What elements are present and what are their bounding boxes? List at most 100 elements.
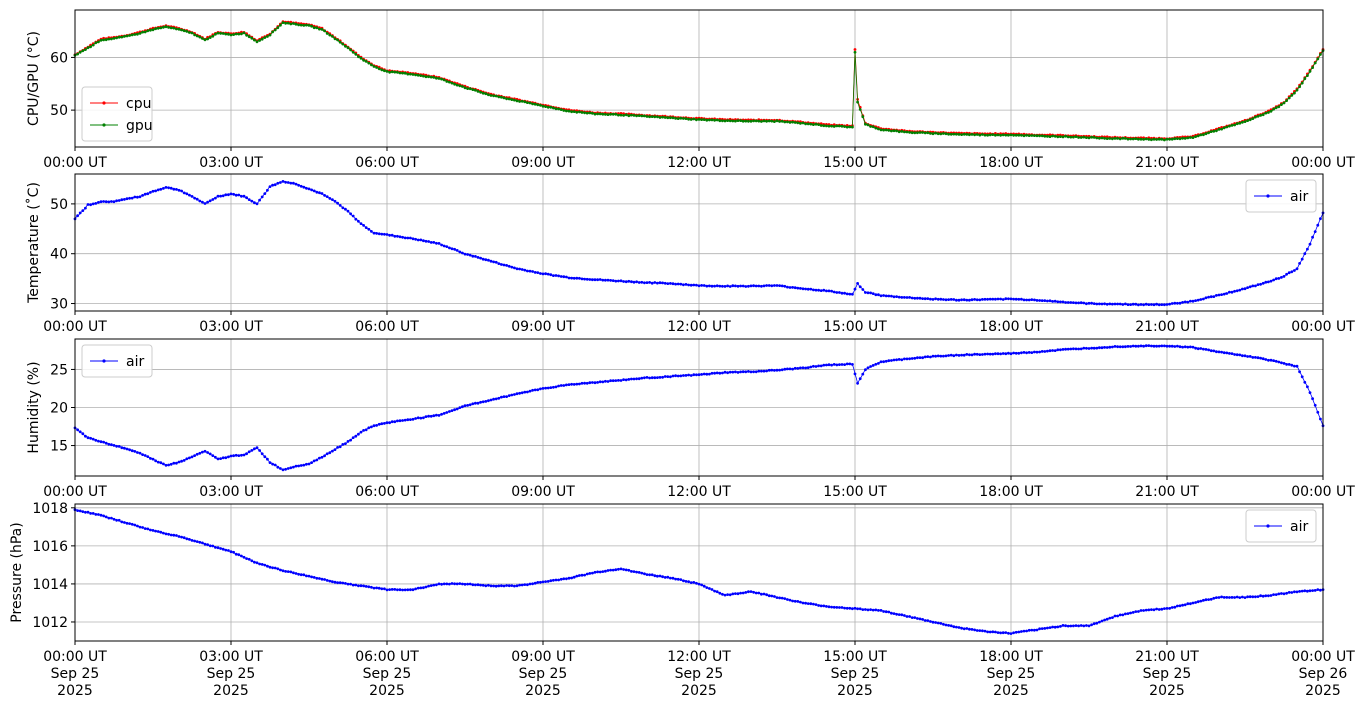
data-point [791, 120, 794, 124]
data-point [476, 90, 480, 93]
data-point [604, 569, 607, 573]
data-point [94, 202, 98, 205]
data-point [1131, 344, 1135, 348]
data-point [133, 450, 137, 453]
data-point [1248, 118, 1252, 122]
data-point [546, 386, 550, 390]
data-point [1069, 135, 1073, 139]
data-point [565, 109, 568, 113]
data-point [253, 38, 256, 42]
data-point [513, 584, 516, 588]
data-point [1202, 133, 1205, 137]
data-point [448, 246, 451, 250]
data-point [1142, 609, 1145, 612]
data-point [523, 390, 527, 394]
data-point [994, 352, 997, 356]
data-point [661, 375, 664, 379]
data-point [208, 199, 212, 203]
data-point [364, 60, 368, 63]
data-point [1274, 277, 1278, 281]
data-point [1191, 136, 1195, 140]
data-point [115, 444, 118, 448]
data-point [843, 606, 846, 610]
data-point [401, 419, 404, 422]
data-point [136, 195, 139, 199]
data-point [869, 125, 872, 128]
data-point [1040, 627, 1044, 630]
x-tick-label: 12:00 UT [667, 484, 731, 500]
data-point [130, 449, 134, 453]
data-point [705, 372, 709, 376]
data-point [1064, 301, 1067, 304]
legend-label-air: air [1290, 189, 1308, 205]
data-point [507, 584, 511, 588]
data-point [695, 373, 698, 377]
data-point [169, 533, 173, 537]
data-point [1069, 301, 1073, 304]
data-point [515, 267, 519, 271]
data-point [156, 26, 160, 30]
data-point [396, 588, 399, 592]
data-point [585, 277, 589, 281]
series-air [73, 344, 1325, 472]
data-point [562, 384, 566, 387]
data-point [302, 573, 306, 577]
data-point [895, 612, 898, 616]
data-point [120, 520, 124, 524]
data-point [944, 132, 948, 136]
data-point [1181, 301, 1184, 304]
data-point [643, 376, 646, 380]
data-point [632, 570, 636, 573]
data-point [960, 353, 963, 357]
data-point [991, 352, 995, 356]
data-point [718, 119, 722, 123]
data-point [138, 525, 142, 529]
data-point [1313, 403, 1317, 407]
data-point [788, 121, 792, 124]
data-point [853, 287, 857, 291]
data-point [988, 133, 992, 137]
data-point [1046, 135, 1049, 138]
data-point [526, 269, 529, 273]
data-point [1077, 136, 1080, 139]
data-point [1144, 302, 1148, 306]
data-point [331, 198, 334, 202]
data-point [1238, 353, 1242, 357]
data-point [544, 386, 547, 390]
data-point [104, 515, 108, 519]
data-point [968, 298, 971, 302]
data-point [949, 353, 953, 357]
data-point [866, 608, 870, 612]
data-point [1228, 290, 1231, 294]
data-point [929, 620, 932, 623]
data-point [591, 381, 594, 384]
data-point [1238, 596, 1242, 599]
data-point [801, 287, 805, 291]
data-point [229, 33, 233, 37]
data-point [624, 378, 628, 382]
data-point [609, 568, 612, 572]
data-point [427, 414, 430, 418]
data-point [1280, 276, 1283, 279]
data-point [422, 416, 425, 420]
data-point [164, 463, 168, 467]
data-point [416, 416, 420, 420]
data-point [1116, 302, 1119, 306]
data-point [1204, 132, 1208, 136]
data-point [372, 231, 376, 235]
data-point [658, 574, 662, 578]
data-point [541, 104, 545, 108]
data-point [411, 588, 415, 592]
data-point [1298, 590, 1301, 593]
data-point [544, 272, 547, 276]
x-tick-label: 00:00 UT [43, 319, 107, 335]
data-point [572, 575, 576, 579]
data-point [801, 601, 805, 605]
data-point [585, 111, 589, 115]
data-point [325, 32, 329, 35]
data-point [216, 31, 220, 35]
data-point [159, 461, 163, 465]
data-point [611, 279, 615, 282]
data-point [723, 593, 727, 597]
data-point [598, 380, 602, 384]
